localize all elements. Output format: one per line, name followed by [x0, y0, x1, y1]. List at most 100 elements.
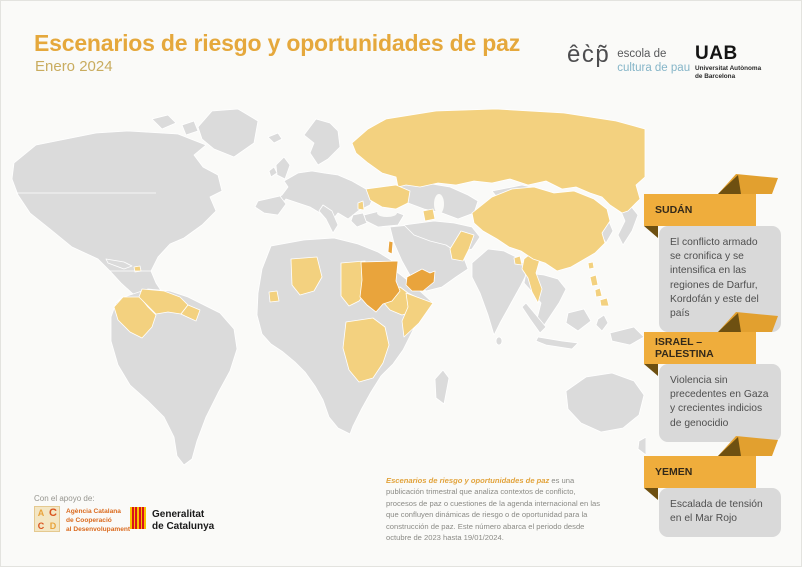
landmass-greenland [197, 108, 259, 158]
ribbon-yemen: YEMEN [644, 434, 789, 500]
country-somalia [401, 292, 434, 338]
ribbon-fold-bottom [644, 488, 658, 500]
about-text: es una publicación trimestral que analiz… [386, 476, 601, 542]
country-yemen [405, 268, 436, 292]
landmass-arctic-islands2 [181, 120, 199, 136]
ribbon-fold-bottom [644, 364, 658, 376]
ribbon-shape [644, 436, 778, 500]
uab-tagline-line1: Universitat Autònoma [695, 65, 762, 72]
country-philippines-2 [594, 287, 603, 298]
generalitat-name-line2: de Catalunya [152, 521, 215, 532]
country-serbia [357, 200, 365, 211]
country-venezuela [138, 288, 189, 315]
seas [377, 194, 444, 217]
uab-logo: UAB Universitat Autònoma de Barcelona [695, 44, 761, 82]
landmass-britain [275, 156, 291, 180]
generalitat-name: Generalitat de Catalunya [152, 509, 214, 533]
about-title: Escenarios de riesgo y oportunidades de … [386, 476, 550, 485]
ribbon-israel-palestina: ISRAEL – PALESTINA [644, 310, 789, 376]
world-map-svg [11, 108, 647, 466]
ribbon-fold-bottom [644, 226, 658, 238]
landmass-australia [565, 372, 645, 433]
landmass-india [471, 248, 529, 336]
landmass-madagascar [434, 369, 450, 405]
callout-title: SUDÁN [655, 204, 693, 216]
landmass-italy [318, 204, 339, 234]
landmass-cuba [105, 258, 133, 270]
callout-title: YEMEN [655, 466, 693, 478]
ribbon-crease [718, 437, 741, 456]
uab-tagline-line2: de Barcelona [695, 73, 736, 81]
accd-letter-d: D [49, 521, 57, 531]
ribbon-band [644, 194, 756, 226]
callout-title: ISRAEL – PALESTINA [655, 336, 714, 360]
ecp-wordmark-line1: escola de [617, 48, 667, 60]
ribbon-shape [644, 312, 778, 376]
landmass-borneo [565, 308, 592, 332]
landmass-ireland [268, 166, 278, 178]
ecp-acronym: êc̀p̃ [567, 41, 611, 68]
accd-letter-c1: C [49, 507, 57, 519]
ecp-wordmark-line2: cultura de pau [617, 62, 691, 75]
country-bangladesh [513, 255, 523, 266]
ribbon-crease [718, 175, 741, 194]
ribbon-crease [718, 313, 741, 332]
ribbon-shape [644, 174, 778, 238]
accd-letter-c2: C [37, 521, 45, 531]
uab-acronym: UAB [695, 43, 738, 64]
ribbon-band [644, 332, 756, 364]
ecp-wordmark: escola de cultura de pau [617, 38, 690, 76]
world-map [6, 101, 647, 471]
accd-name-line3: al Desenvolupament [66, 525, 131, 533]
landmass-scandinavia [303, 118, 341, 166]
country-armenia-azerbaijan [422, 208, 436, 222]
accd-name: Agència Catalana de Cooperació al Desenv… [66, 508, 130, 535]
country-guyana [180, 304, 201, 322]
country-china [471, 186, 611, 272]
ribbon-sudan: SUDÁN [644, 172, 789, 238]
highlighted-countries [113, 108, 646, 383]
accd-name-line1: Agència Catalana [66, 508, 121, 515]
callout-body: Violencia sin precedentes en Gaza y crec… [659, 364, 781, 442]
landmass-europe [263, 170, 375, 224]
page-subtitle: Enero 2024 [35, 58, 113, 75]
black-sea [377, 209, 397, 217]
about-paragraph: Escenarios de riesgo y oportunidades de … [386, 475, 605, 543]
landmass-sumatra [521, 302, 547, 334]
landmass-java [535, 336, 579, 350]
accd-name-line2: de Cooperació [66, 516, 112, 524]
landmass-sulawesi [595, 314, 609, 332]
ribbon-band [644, 456, 756, 488]
callout-sudan: SUDÁN El conflicto armado se cronifica y… [644, 172, 789, 333]
landmass-new-guinea [609, 326, 645, 346]
country-sudan [359, 260, 401, 313]
country-pakistan [449, 230, 475, 262]
callout-israel-palestina: ISRAEL – PALESTINA Violencia sin precede… [644, 310, 789, 442]
accd-letter-a: A [37, 508, 45, 518]
callout-yemen: YEMEN Escalada de tensión en el Mar Rojo [644, 434, 789, 538]
country-guinea-bissau [268, 290, 280, 303]
callout-body: Escalada de tensión en el Mar Rojo [659, 488, 781, 538]
country-taiwan [587, 261, 595, 270]
accd-logo: A C C D [34, 506, 60, 532]
country-philippines-3 [599, 297, 610, 307]
landmass-iberia [254, 195, 287, 216]
landmass-arctic-islands [151, 114, 177, 130]
caspian-sea [434, 194, 444, 214]
support-label: Con el apoyo de: [34, 494, 95, 503]
uab-tagline: Universitat Autònoma de Barcelona [695, 65, 761, 82]
page-title: Escenarios de riesgo y oportunidades de … [34, 30, 521, 56]
generalitat-senyera-icon [130, 507, 146, 529]
generalitat-name-line1: Generalitat [152, 509, 205, 520]
inner-borders [16, 192, 156, 272]
country-ukraine [365, 184, 411, 210]
country-philippines-1 [589, 274, 599, 287]
landmass-sri-lanka [495, 336, 503, 346]
landmass-north-america [11, 130, 223, 314]
country-dr-congo [342, 317, 390, 383]
country-russia [351, 108, 646, 214]
intense-countries [359, 240, 436, 313]
country-mali [290, 256, 323, 296]
country-israel-palestine [387, 240, 394, 255]
